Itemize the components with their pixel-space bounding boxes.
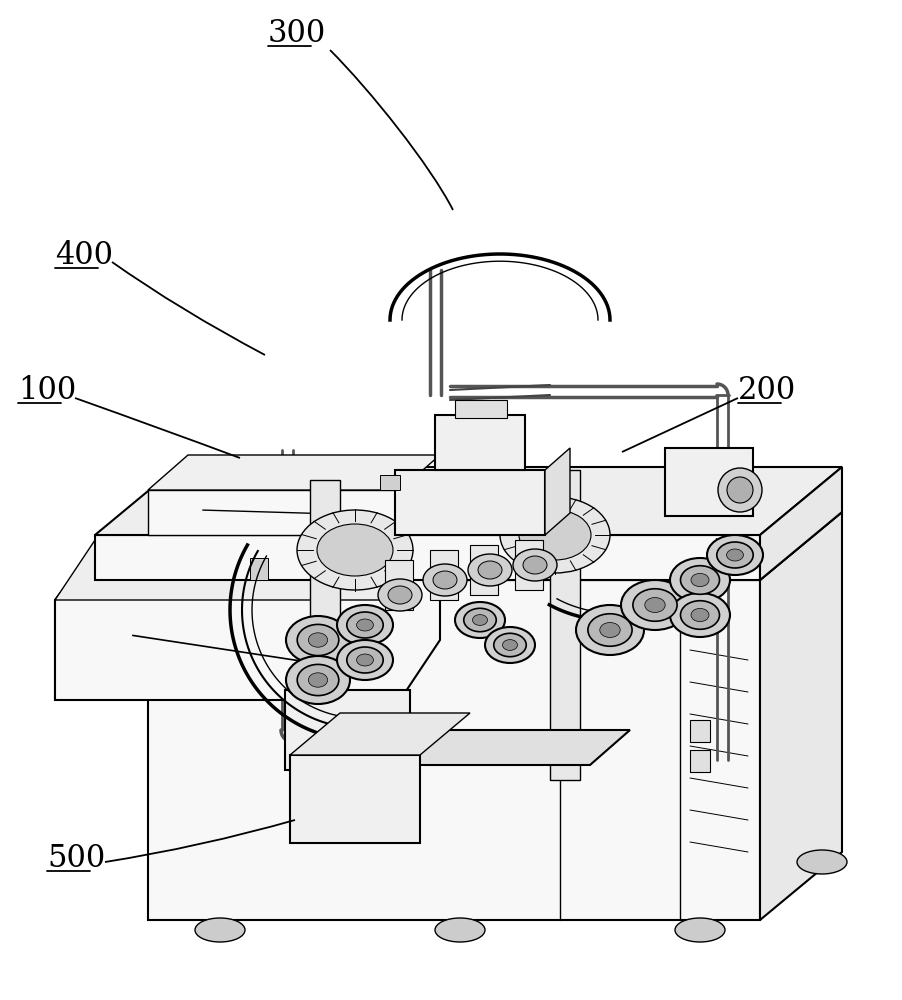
Ellipse shape: [632, 589, 676, 621]
Ellipse shape: [356, 654, 373, 666]
Bar: [429, 550, 457, 600]
Bar: [250, 558, 268, 580]
Ellipse shape: [464, 608, 496, 632]
Polygon shape: [759, 467, 841, 580]
Text: 100: 100: [18, 375, 76, 406]
Ellipse shape: [599, 622, 620, 638]
Ellipse shape: [796, 850, 846, 874]
Polygon shape: [759, 512, 841, 920]
Ellipse shape: [680, 566, 719, 594]
Bar: [350, 558, 368, 580]
Text: 400: 400: [55, 240, 113, 271]
Polygon shape: [95, 535, 759, 580]
Ellipse shape: [669, 558, 729, 602]
Bar: [455, 400, 506, 418]
Ellipse shape: [477, 561, 502, 579]
Ellipse shape: [308, 673, 327, 687]
Ellipse shape: [484, 627, 534, 663]
Bar: [435, 415, 524, 470]
Polygon shape: [549, 470, 579, 780]
Ellipse shape: [680, 601, 719, 629]
Ellipse shape: [467, 554, 511, 586]
Ellipse shape: [297, 664, 338, 696]
Ellipse shape: [336, 640, 392, 680]
Polygon shape: [299, 730, 630, 765]
Ellipse shape: [502, 640, 517, 650]
Bar: [689, 720, 709, 742]
Ellipse shape: [346, 647, 382, 673]
Ellipse shape: [675, 918, 724, 942]
Ellipse shape: [422, 564, 466, 596]
Ellipse shape: [690, 608, 708, 622]
Ellipse shape: [716, 542, 752, 568]
Ellipse shape: [493, 633, 526, 657]
Ellipse shape: [388, 586, 411, 604]
Ellipse shape: [433, 571, 456, 589]
Polygon shape: [148, 455, 439, 490]
Text: 300: 300: [268, 18, 326, 49]
Ellipse shape: [286, 616, 350, 664]
Ellipse shape: [317, 524, 392, 576]
Polygon shape: [148, 490, 400, 535]
Ellipse shape: [297, 510, 412, 590]
Polygon shape: [55, 540, 439, 700]
Ellipse shape: [455, 602, 504, 638]
Ellipse shape: [522, 556, 547, 574]
Polygon shape: [95, 467, 841, 535]
Ellipse shape: [308, 633, 327, 647]
Ellipse shape: [717, 468, 761, 512]
Polygon shape: [545, 448, 569, 535]
Bar: [664, 448, 752, 516]
Ellipse shape: [621, 580, 688, 630]
Bar: [689, 750, 709, 772]
Bar: [290, 755, 419, 843]
Ellipse shape: [690, 573, 708, 587]
Bar: [384, 560, 412, 610]
Ellipse shape: [706, 535, 762, 575]
Polygon shape: [148, 512, 841, 580]
Polygon shape: [309, 480, 340, 780]
Ellipse shape: [435, 918, 484, 942]
Ellipse shape: [587, 614, 631, 646]
Ellipse shape: [512, 549, 557, 581]
Bar: [394, 470, 545, 535]
Ellipse shape: [726, 477, 752, 503]
Ellipse shape: [519, 510, 590, 560]
Bar: [514, 540, 542, 590]
Ellipse shape: [575, 605, 643, 655]
Ellipse shape: [472, 615, 487, 625]
Ellipse shape: [644, 597, 665, 612]
Ellipse shape: [726, 549, 742, 561]
Text: 200: 200: [737, 375, 796, 406]
Bar: [469, 545, 497, 595]
Ellipse shape: [336, 605, 392, 645]
Ellipse shape: [669, 593, 729, 637]
Bar: [285, 690, 410, 770]
Ellipse shape: [346, 612, 382, 638]
Polygon shape: [290, 713, 469, 755]
Ellipse shape: [195, 918, 244, 942]
Bar: [380, 475, 400, 490]
Polygon shape: [148, 580, 759, 920]
Ellipse shape: [356, 619, 373, 631]
Ellipse shape: [378, 579, 421, 611]
Ellipse shape: [500, 497, 610, 573]
Ellipse shape: [297, 624, 338, 656]
Polygon shape: [55, 540, 439, 600]
Text: 500: 500: [47, 843, 106, 874]
Ellipse shape: [286, 656, 350, 704]
